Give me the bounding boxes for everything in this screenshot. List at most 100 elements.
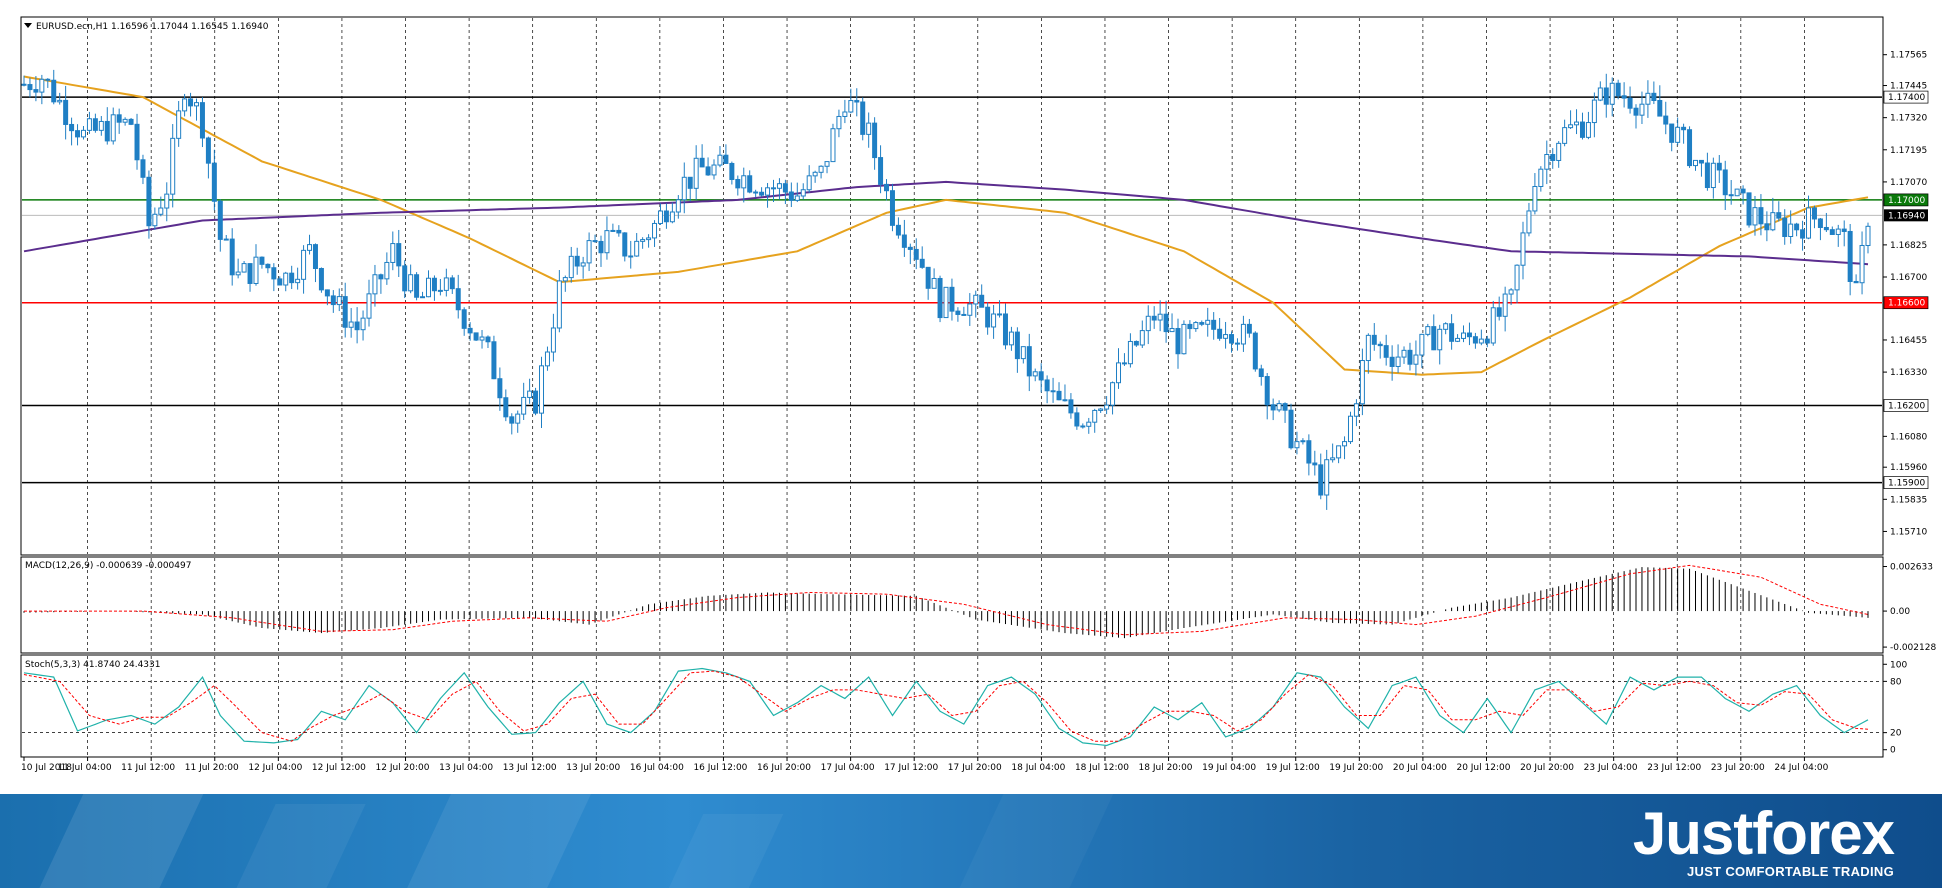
candle-body: [211, 162, 217, 202]
candle-body: [1829, 229, 1835, 235]
time-tick-label: 20 Jul 12:00: [1456, 763, 1510, 773]
time-tick-label: 13 Jul 12:00: [503, 763, 557, 773]
price-tick-label: 1.15835: [1890, 495, 1927, 505]
candle-body: [1508, 289, 1514, 295]
candle-body: [824, 161, 830, 167]
candle-body: [628, 255, 634, 258]
candle-body: [1401, 349, 1407, 358]
time-tick-label: 24 Jul 04:00: [1774, 763, 1828, 773]
level-badge: [1883, 90, 1929, 104]
candle-body: [901, 234, 907, 248]
candle-body: [1145, 315, 1151, 332]
candle-body: [1443, 323, 1449, 330]
current-price-badge: [1884, 209, 1928, 222]
macd-pane: 0.002633 0.00 -0.002128 MACD(12,26,9) -0.0…: [20, 556, 1936, 654]
candle-body: [80, 129, 86, 138]
candle-body: [1556, 142, 1562, 161]
time-tick-label: 17 Jul 04:00: [821, 763, 875, 773]
candle-body: [425, 277, 431, 298]
candle-body: [1205, 319, 1211, 325]
candle-body: [1514, 264, 1520, 291]
candle-body: [598, 240, 604, 254]
candle-body: [1663, 115, 1669, 125]
candle-body: [1478, 338, 1484, 344]
candle-body: [1710, 162, 1716, 189]
candle-body: [1347, 415, 1353, 443]
candle-body: [1466, 332, 1472, 338]
candle-body: [1276, 403, 1282, 411]
candle-body: [1371, 334, 1377, 345]
candle-body: [390, 243, 396, 263]
candle-body: [1258, 368, 1264, 378]
candle-body: [378, 274, 384, 280]
banner-decoration: [399, 794, 601, 888]
candle-body: [27, 84, 33, 91]
candle-body: [1157, 313, 1163, 321]
level-label: 1.16600: [1888, 299, 1925, 309]
candle-body: [592, 240, 598, 243]
time-tick-label: 19 Jul 12:00: [1266, 763, 1320, 773]
candle-body: [1490, 307, 1496, 344]
candle-body: [657, 210, 663, 224]
candle-body: [1223, 334, 1229, 339]
candle-body: [1252, 332, 1258, 370]
candle-body: [979, 294, 985, 308]
candle-body: [1687, 129, 1693, 167]
price-tick-label: 1.16080: [1890, 432, 1927, 442]
candle-body: [1383, 345, 1389, 358]
candle-body: [277, 278, 283, 286]
candle-body: [848, 100, 854, 113]
candle-body: [354, 321, 360, 331]
candle-body: [51, 79, 57, 103]
candle-body: [1038, 371, 1044, 381]
candle-body: [1817, 218, 1823, 228]
candle-body: [128, 118, 134, 125]
chart-menu-triangle-icon[interactable]: [24, 23, 32, 28]
candle-body: [1835, 228, 1841, 235]
candle-body: [1425, 326, 1431, 335]
level-label: 1.17000: [1888, 196, 1925, 206]
candle-body: [1752, 207, 1758, 226]
candle-body: [1449, 323, 1455, 342]
candle-body: [21, 83, 27, 86]
candle-body: [1675, 126, 1681, 143]
candle-body: [1306, 440, 1312, 464]
candle-body: [63, 99, 69, 125]
candle-body: [1211, 319, 1217, 330]
candle-body: [806, 175, 812, 191]
candle-body: [140, 159, 146, 178]
candle-body: [1627, 97, 1633, 109]
candle-body: [312, 244, 318, 269]
candle-body: [1455, 337, 1461, 342]
candle-body: [1068, 399, 1074, 414]
candle-body: [402, 265, 408, 292]
candle-body: [503, 397, 509, 418]
candle-body: [1550, 154, 1556, 161]
candle-body: [170, 137, 176, 195]
candle-body: [759, 191, 765, 196]
candle-body: [461, 309, 467, 329]
candle-body: [1353, 403, 1359, 417]
candle-body: [1437, 328, 1443, 351]
candle-body: [1621, 95, 1627, 99]
candle-body: [253, 256, 259, 284]
candle-body: [158, 207, 164, 215]
banner-decoration: [656, 814, 784, 888]
candle-body: [485, 336, 491, 343]
candle-body: [1734, 188, 1740, 197]
candle-body: [1704, 162, 1710, 189]
candle-body: [366, 293, 372, 319]
candle-body: [1359, 360, 1365, 405]
candle-body: [1377, 343, 1383, 347]
time-tick-label: 10 Jul 2018: [21, 763, 72, 773]
candle-body: [1722, 169, 1728, 196]
candle-body: [622, 232, 628, 257]
candle-body: [271, 267, 277, 280]
candle-body: [866, 122, 872, 135]
candle-body: [1764, 223, 1770, 231]
candle-body: [1318, 464, 1324, 496]
candle-body: [92, 118, 98, 131]
candle-body: [580, 262, 586, 267]
candle-body: [414, 274, 420, 298]
candle-body: [1407, 349, 1413, 365]
